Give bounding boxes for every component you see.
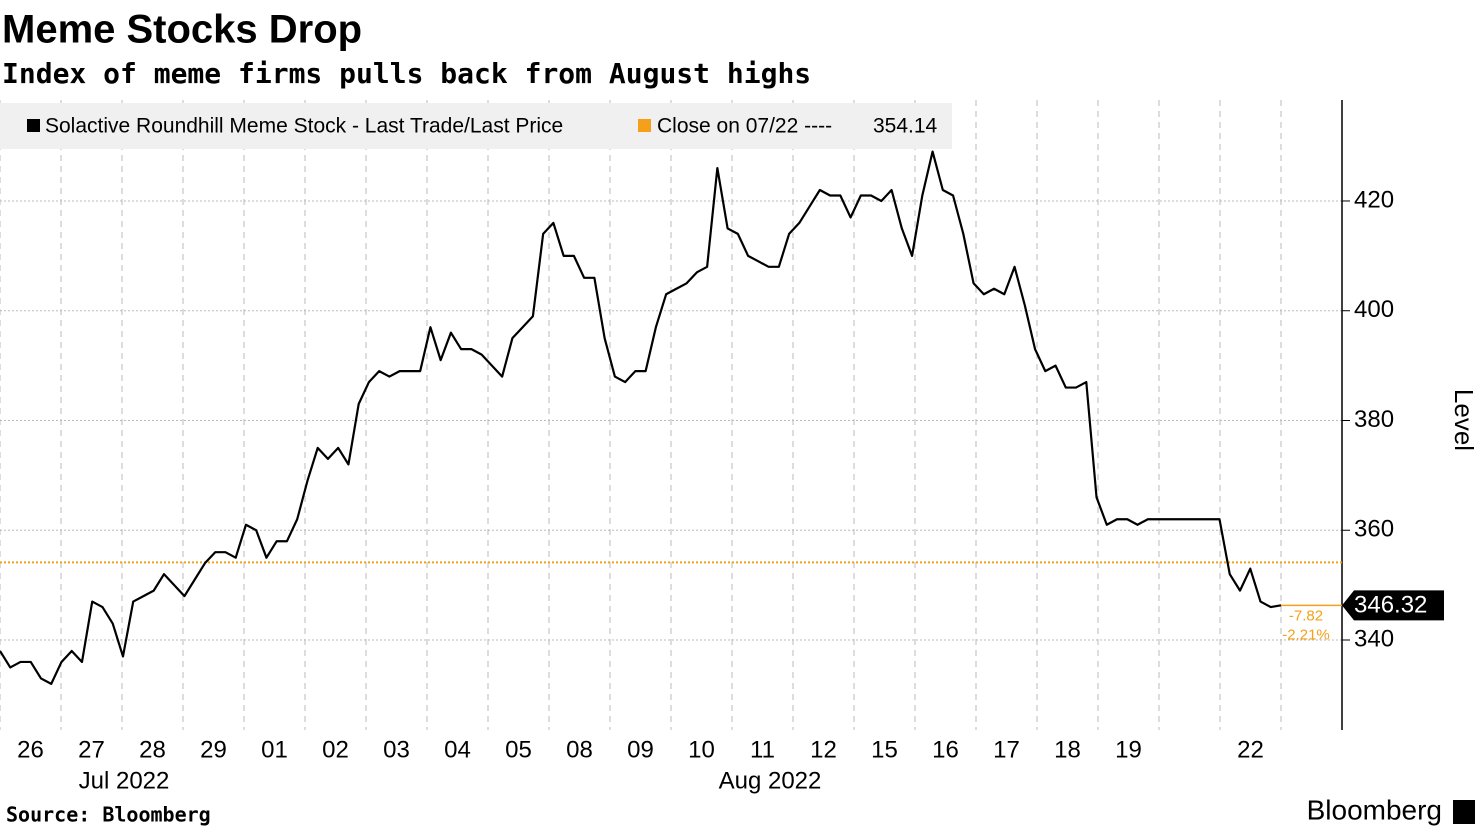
x-tick-label: 26 — [17, 736, 44, 763]
x-tick-label: 01 — [261, 736, 288, 763]
x-tick-label: 15 — [871, 736, 898, 763]
chart-subtitle: Index of meme firms pulls back from Augu… — [2, 57, 811, 90]
x-tick-label: 04 — [444, 736, 471, 763]
legend-value: 354.14 — [873, 115, 938, 138]
x-tick-label: 16 — [932, 736, 959, 763]
x-tick-label: 03 — [383, 736, 410, 763]
legend-swatch — [27, 119, 40, 132]
y-axis-label: Level — [1449, 389, 1479, 451]
line-series — [0, 150, 1282, 686]
month-label: Aug 2022 — [719, 767, 822, 794]
x-tick-label: 18 — [1054, 736, 1081, 763]
brand: Bloomberg — [1307, 794, 1442, 825]
brand-icon — [1453, 800, 1475, 824]
x-tick-label: 29 — [200, 736, 227, 763]
legend-background — [0, 103, 952, 149]
legend-label: Close on 07/22 ---- — [657, 115, 832, 138]
legend-swatch — [638, 119, 651, 132]
last-price-label: 346.32 — [1354, 592, 1427, 619]
x-tick-label: 05 — [505, 736, 532, 763]
x-tick-label: 11 — [750, 736, 775, 763]
y-tick-label: 340 — [1354, 625, 1394, 652]
last-price-box — [1342, 590, 1444, 621]
month-label: Jul 2022 — [79, 767, 170, 794]
x-tick-label: 09 — [627, 736, 654, 763]
x-tick-label: 22 — [1237, 736, 1264, 763]
y-tick-label: 360 — [1354, 516, 1394, 543]
x-tick-label: 02 — [322, 736, 349, 763]
y-tick-label: 420 — [1354, 186, 1394, 213]
change-label: -7.82 — [1289, 607, 1323, 624]
x-tick-label: 08 — [566, 736, 593, 763]
x-tick-label: 10 — [688, 736, 715, 763]
x-tick-label: 12 — [810, 736, 837, 763]
x-tick-label: 27 — [78, 736, 105, 763]
x-tick-label: 17 — [993, 736, 1020, 763]
source: Source: Bloomberg — [6, 803, 211, 827]
change-label: -2.21% — [1282, 626, 1330, 643]
y-tick-label: 400 — [1354, 296, 1394, 323]
x-tick-label: 28 — [139, 736, 166, 763]
chart-title: Meme Stocks Drop — [2, 8, 362, 52]
y-tick-label: 380 — [1354, 406, 1394, 433]
legend-label: Solactive Roundhill Meme Stock - Last Tr… — [45, 115, 563, 138]
x-tick-label: 19 — [1115, 736, 1142, 763]
